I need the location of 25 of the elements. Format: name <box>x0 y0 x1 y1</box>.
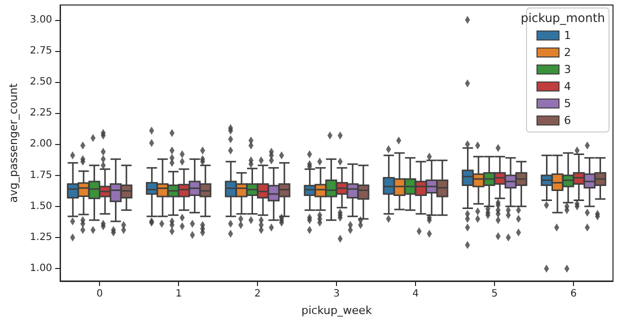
legend-label: 4 <box>564 80 571 93</box>
y-tick-label: 2.00 <box>30 138 52 150</box>
legend-label: 2 <box>564 46 571 59</box>
legend-title: pickup_month <box>520 11 606 25</box>
y-tick-label: 2.75 <box>30 46 52 56</box>
x-axis-title: pickup_week <box>301 304 372 317</box>
x-tick-label: 3 <box>333 288 340 300</box>
y-axis-title: avg_passenger_count <box>7 82 20 203</box>
legend-label: 1 <box>564 29 571 42</box>
legend-label: 5 <box>564 97 571 110</box>
y-tick-label: 1.50 <box>30 200 52 212</box>
x-tick-label: 6 <box>570 288 577 300</box>
y-tick-label: 3.00 <box>30 14 52 26</box>
x-tick-label: 4 <box>412 288 419 300</box>
x-tick-label: 1 <box>175 288 182 300</box>
y-tick-label: 2.50 <box>30 76 52 88</box>
legend-label: 6 <box>564 114 571 127</box>
y-tick-label: 1.00 <box>30 263 52 274</box>
y-tick-label: 1.75 <box>30 170 52 181</box>
x-tick-label: 5 <box>491 288 498 300</box>
x-tick-label: 0 <box>96 288 103 300</box>
y-tick-label: 1.25 <box>30 232 52 243</box>
legend-label: 3 <box>564 63 571 76</box>
y-tick-label: 2.25 <box>30 108 52 119</box>
x-tick-label: 2 <box>254 288 261 300</box>
